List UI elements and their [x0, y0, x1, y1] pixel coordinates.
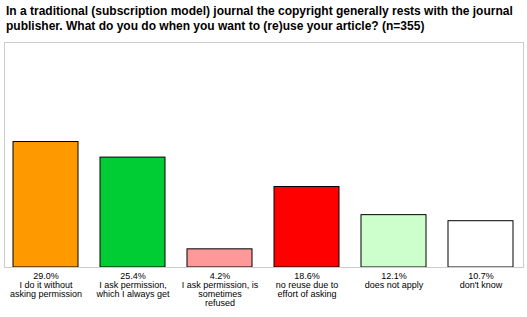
svg-text:18.6%no reuse due toeffort of: 18.6%no reuse due toeffort of asking	[276, 271, 339, 299]
svg-text:25.4%I ask permission,which I: 25.4%I ask permission,which I always get	[95, 271, 170, 299]
svg-text:10.7%don't know: 10.7%don't know	[460, 271, 503, 290]
svg-text:29.0%I do it withoutasking per: 29.0%I do it withoutasking permission	[10, 271, 82, 299]
html-text:In a traditional (subscription: In a traditional (subscription model) jo…	[6, 4, 513, 33]
svg-text:12.1%does not apply: 12.1%does not apply	[365, 271, 424, 290]
svg-text:4.2%I ask permission, issometi: 4.2%I ask permission, issometimesrefused	[182, 271, 259, 308]
